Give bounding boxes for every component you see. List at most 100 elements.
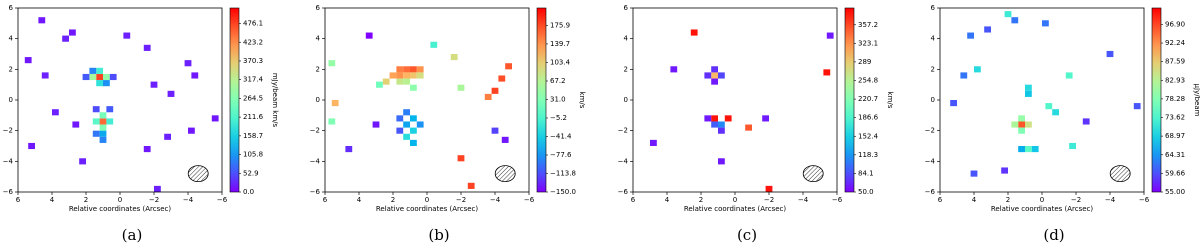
colorbar-tick-label: 357.2 — [858, 21, 878, 29]
colorbar — [844, 7, 855, 193]
map-pixel — [457, 155, 465, 162]
y-tick-label: 4 — [931, 35, 936, 43]
map-pixel — [450, 54, 458, 61]
map-pixel — [328, 118, 336, 125]
map-pixel — [410, 72, 417, 79]
map-pixel — [416, 121, 424, 128]
map-pixel — [106, 118, 114, 125]
x-tick-label: 0 — [118, 196, 122, 204]
y-tick-label: 6 — [9, 4, 14, 12]
map-pixel — [96, 80, 103, 87]
y-tick-label: −6 — [310, 188, 321, 196]
map-pixel — [89, 73, 97, 81]
colorbar-tick-label: 82.93 — [1165, 76, 1185, 84]
y-tick-label: −4 — [310, 157, 321, 165]
map-pixel — [1069, 142, 1076, 150]
x-tick-label: −6 — [524, 196, 535, 204]
y-tick-label: 6 — [624, 4, 629, 12]
y-tick-label: −2 — [3, 127, 13, 135]
map-pixel — [410, 115, 417, 122]
map-pixel — [1004, 11, 1012, 18]
map-pixel — [24, 57, 32, 64]
map-pixel — [376, 81, 383, 88]
colorbar-tick-label: 139.7 — [550, 40, 570, 48]
beam — [187, 165, 209, 183]
map-pixel — [970, 170, 978, 177]
map-pixel — [188, 127, 195, 134]
colorbar-tick-label: 0.0 — [243, 188, 254, 196]
y-tick-label: 0 — [9, 96, 13, 104]
colorbar — [229, 7, 240, 193]
colorbar-tick-label: 103.4 — [550, 58, 571, 66]
axes-frame — [17, 7, 223, 193]
map-pixel — [1031, 146, 1039, 153]
y-tick-label: 2 — [931, 65, 935, 73]
map-pixel — [41, 72, 49, 79]
map-pixel — [89, 67, 97, 74]
colorbar-label: mJy/beam km/s — [271, 73, 279, 128]
y-tick-label: 4 — [316, 35, 321, 43]
map-pixel — [745, 124, 752, 131]
colorbar-label: μJy/beam — [1193, 84, 1200, 117]
map-pixel — [711, 78, 718, 85]
map-pixel — [718, 121, 725, 128]
x-tick-label: 6 — [938, 196, 943, 204]
map-pixel — [143, 44, 151, 51]
x-tick-label: 0 — [733, 196, 737, 204]
map-pixel — [396, 127, 404, 134]
x-tick-label: 0 — [425, 196, 429, 204]
x-tick-label: −4 — [490, 196, 501, 204]
colorbar-tick-label: 423.2 — [243, 38, 263, 46]
map-pixel — [711, 66, 718, 73]
colorbar-tick-label: 211.6 — [243, 113, 264, 121]
x-axis-label: Relative coordinates (Arcsec) — [69, 205, 172, 213]
x-tick-label: −2 — [149, 196, 159, 204]
map-pixel — [467, 182, 475, 189]
map-pixel — [38, 17, 46, 24]
colorbar-tick-label: 52.9 — [243, 169, 259, 177]
map-pixel — [403, 121, 410, 128]
y-tick-label: 0 — [316, 96, 320, 104]
x-tick-label: 4 — [50, 196, 55, 204]
y-tick-label: 2 — [9, 65, 13, 73]
map-pixel — [52, 109, 59, 116]
map-pixel — [1018, 121, 1025, 128]
map-pixel — [396, 115, 404, 122]
map-pixel — [1025, 146, 1032, 153]
map-pixel — [1106, 50, 1114, 58]
y-tick-label: 0 — [624, 96, 628, 104]
x-tick-label: −4 — [183, 196, 194, 204]
colorbar — [536, 7, 547, 193]
colorbar-tick-label: 73.62 — [1165, 114, 1185, 122]
map-pixel — [484, 93, 492, 100]
map-pixel — [403, 133, 410, 140]
map-pixel — [711, 72, 718, 79]
map-pixel — [711, 121, 718, 128]
map-pixel — [1018, 115, 1025, 122]
colorbar-label: km/s — [886, 92, 894, 109]
map-pixel — [505, 63, 512, 70]
map-pixel — [491, 87, 499, 94]
map-pixel — [491, 127, 499, 134]
map-pixel — [1001, 167, 1008, 174]
x-tick-label: −2 — [456, 196, 466, 204]
map-pixel — [960, 72, 968, 79]
beam — [1109, 165, 1131, 183]
map-pixel — [711, 115, 718, 122]
colorbar-tick-label: 78.28 — [1165, 95, 1185, 103]
map-pixel — [403, 72, 410, 79]
x-tick-label: 4 — [665, 196, 670, 204]
y-tick-label: 0 — [931, 96, 935, 104]
panel-caption: (a) — [122, 226, 143, 244]
map-pixel — [724, 115, 732, 122]
colorbar-tick-label: 264.5 — [243, 94, 263, 102]
colorbar-tick-label: 92.24 — [1165, 39, 1186, 47]
x-tick-label: 2 — [699, 196, 703, 204]
colorbar-tick-label: 317.4 — [243, 76, 264, 84]
x-tick-label: 2 — [391, 196, 395, 204]
map-pixel — [184, 60, 192, 67]
map-pixel — [1025, 84, 1032, 91]
panel: 6 4 2 0 −2 −4 −6 −6 −4 −2 0 2 4 6 Relative coordinates… — [618, 4, 894, 244]
map-pixel — [396, 66, 404, 73]
map-pixel — [416, 72, 424, 79]
